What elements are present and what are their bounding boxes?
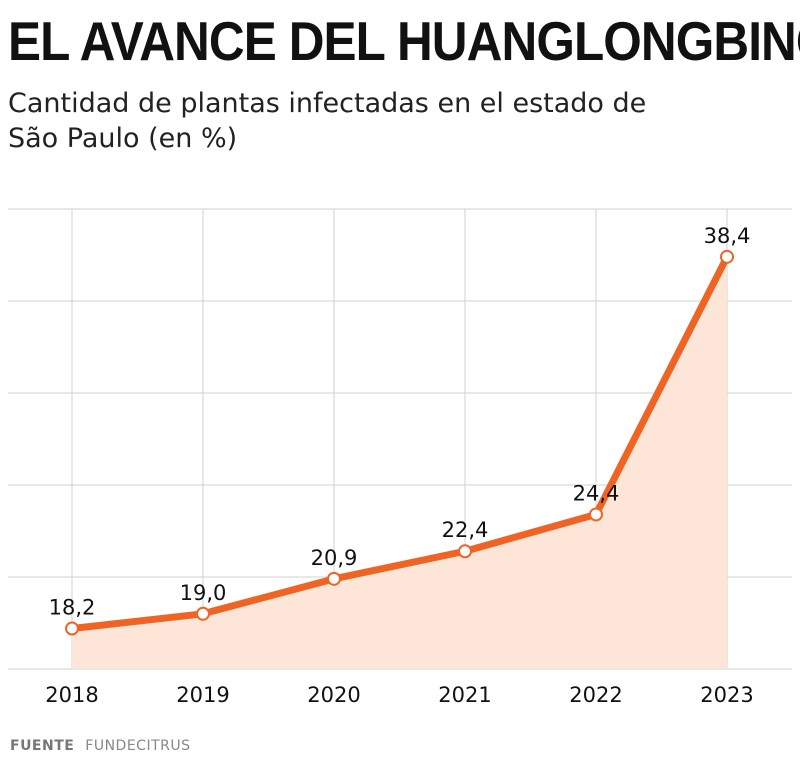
x-tick-label: 2022	[569, 683, 622, 707]
area-layer	[72, 257, 727, 669]
data-label: 38,4	[704, 224, 751, 248]
data-label: 18,2	[49, 596, 96, 620]
data-label: 19,0	[180, 581, 227, 605]
x-tick-label: 2021	[438, 683, 491, 707]
data-label: 20,9	[311, 546, 358, 570]
data-point	[328, 573, 340, 585]
data-label: 22,4	[442, 518, 489, 542]
x-tick-label: 2023	[700, 683, 753, 707]
data-point	[197, 608, 209, 620]
line-area-chart: 18,2 19,0 20,9 22,4 24,4 38,4 2018 2019 2020 202…	[0, 0, 800, 761]
source-name: FUNDECITRUS	[85, 738, 190, 754]
data-point	[721, 251, 733, 263]
x-tick-layer: 2018 2019 2020 2021 2022 2023	[45, 683, 753, 707]
source-note: FUENTE FUNDECITRUS	[10, 738, 191, 754]
source-label: FUENTE	[10, 738, 74, 754]
data-point	[590, 508, 602, 520]
x-tick-label: 2020	[307, 683, 360, 707]
x-tick-label: 2018	[45, 683, 98, 707]
data-point	[459, 545, 471, 557]
area-fill	[72, 257, 727, 669]
data-point	[66, 623, 78, 635]
data-label: 24,4	[573, 481, 620, 505]
x-tick-label: 2019	[176, 683, 229, 707]
